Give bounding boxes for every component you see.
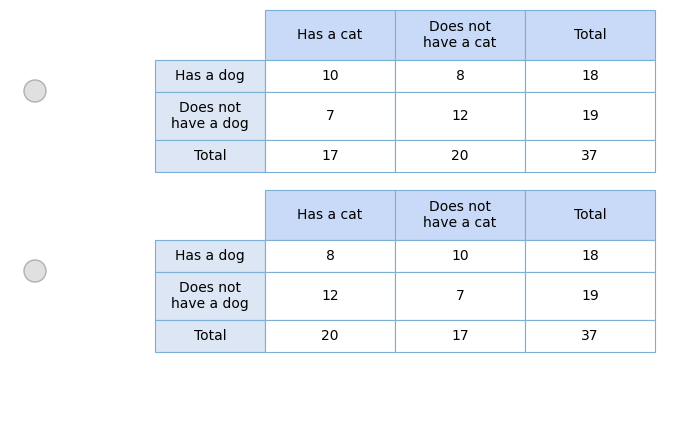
Text: Has a cat: Has a cat bbox=[298, 28, 362, 42]
Circle shape bbox=[24, 80, 46, 102]
Bar bbox=[265, 10, 395, 60]
Bar bbox=[265, 320, 395, 352]
Text: 7: 7 bbox=[456, 289, 464, 303]
Bar bbox=[265, 240, 395, 272]
Bar bbox=[155, 140, 265, 172]
Bar bbox=[395, 320, 525, 352]
Bar bbox=[155, 320, 265, 352]
Bar bbox=[525, 60, 655, 92]
Bar bbox=[395, 240, 525, 272]
Bar bbox=[265, 60, 395, 92]
Text: 19: 19 bbox=[581, 109, 599, 123]
Text: Does not
have a cat: Does not have a cat bbox=[424, 200, 496, 230]
Bar bbox=[525, 272, 655, 320]
Text: 18: 18 bbox=[581, 69, 599, 83]
Bar bbox=[525, 10, 655, 60]
Text: 18: 18 bbox=[581, 249, 599, 263]
Bar bbox=[525, 140, 655, 172]
Text: 12: 12 bbox=[452, 109, 469, 123]
Bar bbox=[525, 320, 655, 352]
Text: 8: 8 bbox=[456, 69, 464, 83]
Text: 37: 37 bbox=[582, 329, 599, 343]
Text: Does not
have a dog: Does not have a dog bbox=[171, 281, 249, 311]
Text: 10: 10 bbox=[452, 249, 469, 263]
Bar bbox=[395, 272, 525, 320]
Bar bbox=[265, 272, 395, 320]
Bar bbox=[525, 92, 655, 140]
Text: Total: Total bbox=[193, 149, 226, 163]
Text: Total: Total bbox=[573, 28, 606, 42]
Text: Does not
have a cat: Does not have a cat bbox=[424, 20, 496, 50]
Text: Total: Total bbox=[193, 329, 226, 343]
Text: 10: 10 bbox=[321, 69, 339, 83]
Text: 20: 20 bbox=[321, 329, 338, 343]
Text: 12: 12 bbox=[321, 289, 339, 303]
Text: Has a cat: Has a cat bbox=[298, 208, 362, 222]
Bar bbox=[395, 92, 525, 140]
Circle shape bbox=[24, 260, 46, 282]
Text: 20: 20 bbox=[452, 149, 469, 163]
Bar bbox=[155, 60, 265, 92]
Text: Total: Total bbox=[573, 208, 606, 222]
Text: 17: 17 bbox=[452, 329, 469, 343]
Bar bbox=[265, 140, 395, 172]
Bar bbox=[525, 190, 655, 240]
Bar bbox=[265, 92, 395, 140]
Text: 8: 8 bbox=[326, 249, 334, 263]
Text: 7: 7 bbox=[326, 109, 334, 123]
Bar bbox=[395, 60, 525, 92]
Bar bbox=[525, 240, 655, 272]
Text: Has a dog: Has a dog bbox=[175, 249, 245, 263]
Text: 37: 37 bbox=[582, 149, 599, 163]
Bar bbox=[155, 240, 265, 272]
Text: 17: 17 bbox=[321, 149, 339, 163]
Text: Does not
have a dog: Does not have a dog bbox=[171, 101, 249, 131]
Bar bbox=[155, 92, 265, 140]
Text: 19: 19 bbox=[581, 289, 599, 303]
Bar bbox=[265, 190, 395, 240]
Bar bbox=[395, 190, 525, 240]
Bar bbox=[395, 10, 525, 60]
Bar bbox=[395, 140, 525, 172]
Bar bbox=[155, 272, 265, 320]
Text: Has a dog: Has a dog bbox=[175, 69, 245, 83]
